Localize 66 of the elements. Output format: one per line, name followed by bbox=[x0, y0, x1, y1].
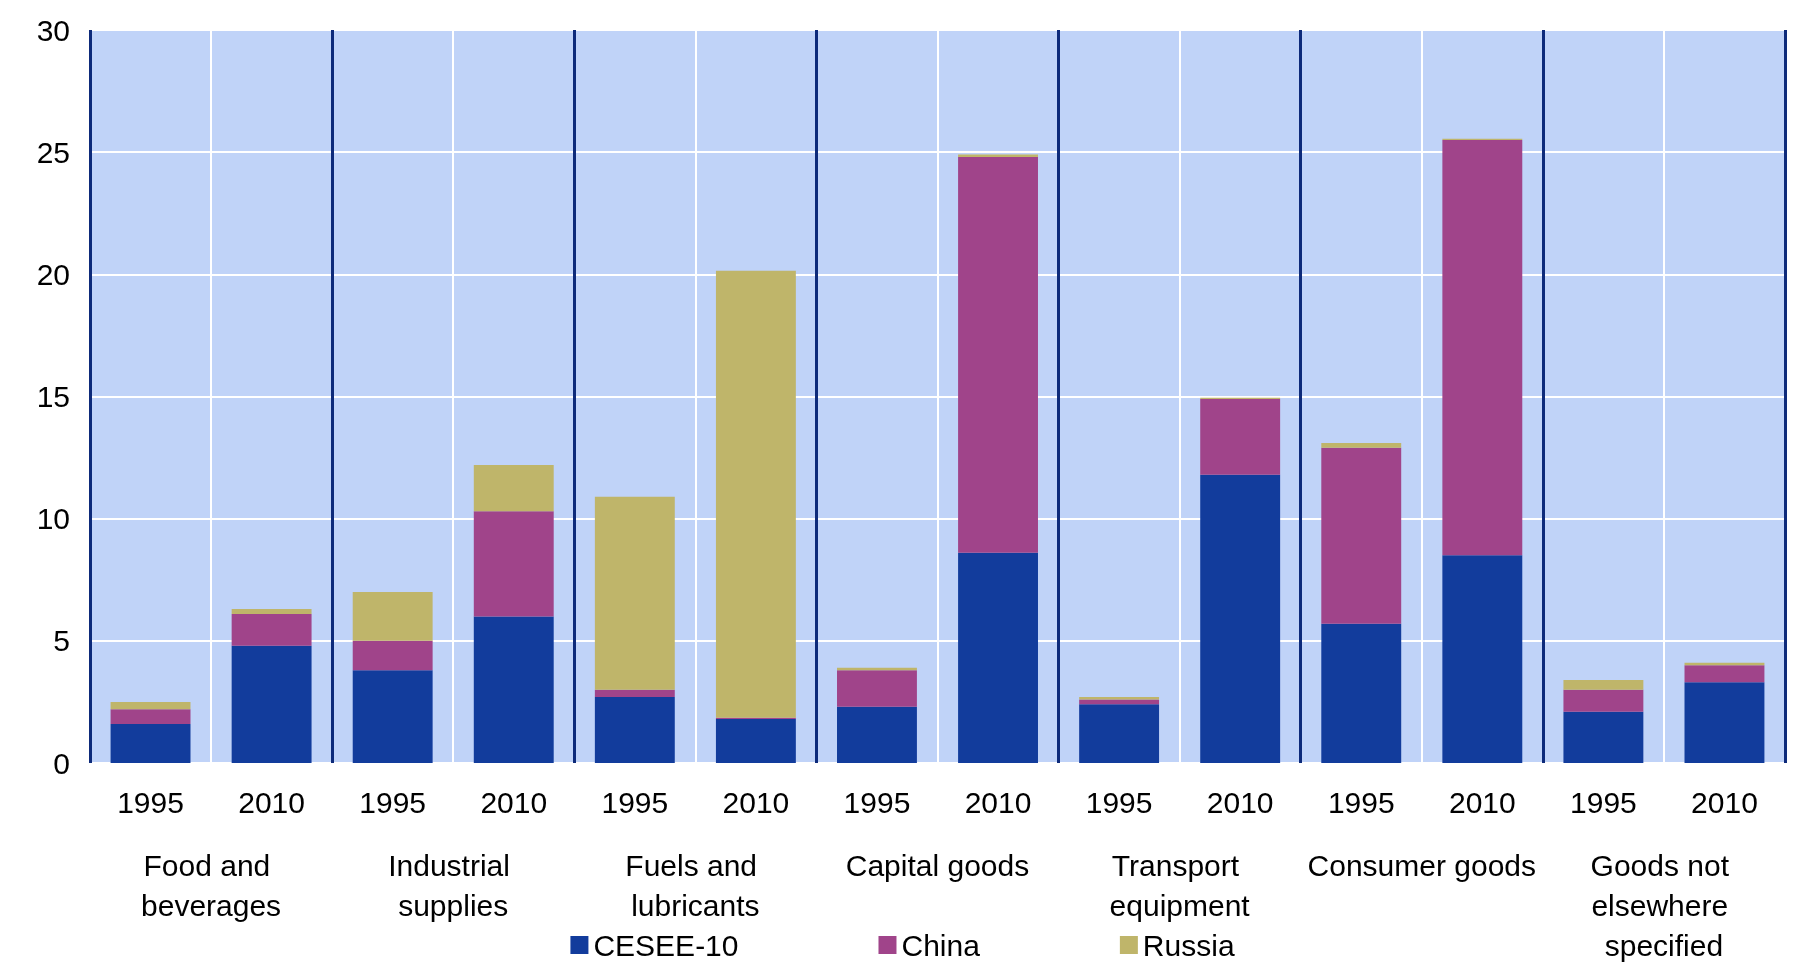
x-tick-label: 1995 bbox=[1085, 785, 1153, 819]
bar bbox=[1079, 699, 1160, 705]
x-tick-label: 2010 bbox=[722, 785, 790, 819]
x-tick-label: 1995 bbox=[1327, 785, 1395, 819]
bar bbox=[352, 670, 433, 763]
bar bbox=[1563, 711, 1644, 763]
bar bbox=[473, 511, 554, 617]
bar bbox=[1321, 623, 1402, 763]
bar bbox=[1321, 447, 1402, 624]
x-tick-label: 2010 bbox=[238, 785, 305, 819]
x-tick-label: 1995 bbox=[359, 785, 427, 819]
x-tick-label: 2010 bbox=[480, 785, 548, 819]
legend-label: China bbox=[901, 928, 981, 962]
bar bbox=[110, 723, 191, 763]
x-tick-label: 1995 bbox=[117, 785, 184, 819]
bar bbox=[231, 613, 312, 646]
bar bbox=[715, 270, 796, 718]
y-tick-label: 15 bbox=[36, 380, 70, 413]
text: Fuels and lubricants bbox=[625, 848, 766, 922]
bar bbox=[594, 689, 675, 698]
bar bbox=[352, 640, 433, 671]
y-tick-label: 5 bbox=[53, 624, 70, 658]
text: Industrial supplies bbox=[388, 848, 519, 922]
text: Capital goods bbox=[845, 848, 1030, 882]
bar bbox=[1200, 474, 1281, 763]
x-tick-label: 1995 bbox=[601, 785, 669, 819]
x-tick-label: 2010 bbox=[1206, 785, 1274, 819]
y-tick-label: 20 bbox=[36, 257, 70, 291]
y-tick-label: 30 bbox=[36, 13, 70, 47]
bar bbox=[1684, 682, 1765, 763]
bar bbox=[110, 701, 191, 710]
bar bbox=[110, 709, 191, 724]
bar bbox=[1442, 555, 1523, 763]
y-tick-label: 10 bbox=[36, 502, 70, 536]
bar bbox=[1684, 665, 1765, 683]
text: Consumer goods bbox=[1307, 848, 1537, 882]
legend-label: CESEE-10 bbox=[593, 928, 739, 962]
x-tick-label: 2010 bbox=[1691, 785, 1758, 819]
x-tick-label: 1995 bbox=[1570, 785, 1637, 819]
bar bbox=[837, 670, 917, 707]
bar bbox=[352, 591, 433, 641]
bar bbox=[958, 552, 1038, 763]
x-tick-label: 2010 bbox=[1448, 785, 1516, 819]
x-tick-label: 2010 bbox=[964, 785, 1032, 819]
y-tick-label: 25 bbox=[36, 135, 70, 169]
bar bbox=[1321, 442, 1402, 448]
bar bbox=[231, 609, 312, 614]
bar bbox=[1200, 398, 1281, 475]
bar bbox=[594, 496, 675, 690]
bar bbox=[1442, 139, 1523, 556]
y-tick-label: 0 bbox=[53, 746, 70, 780]
x-tick-label: 1995 bbox=[843, 785, 911, 819]
bar bbox=[594, 697, 675, 763]
bar bbox=[958, 157, 1038, 553]
legend-label: Russia bbox=[1142, 928, 1235, 962]
bar bbox=[1079, 704, 1160, 763]
bar bbox=[231, 645, 312, 763]
bar bbox=[473, 464, 554, 512]
bar bbox=[1563, 689, 1644, 712]
text: Food and beverages bbox=[141, 848, 282, 922]
bar bbox=[1563, 679, 1644, 690]
bar bbox=[473, 616, 554, 763]
text: Transport equipment bbox=[1109, 848, 1251, 922]
text: Goods not elsewhere specified bbox=[1590, 848, 1738, 962]
bar bbox=[837, 706, 917, 763]
bar bbox=[715, 719, 796, 763]
